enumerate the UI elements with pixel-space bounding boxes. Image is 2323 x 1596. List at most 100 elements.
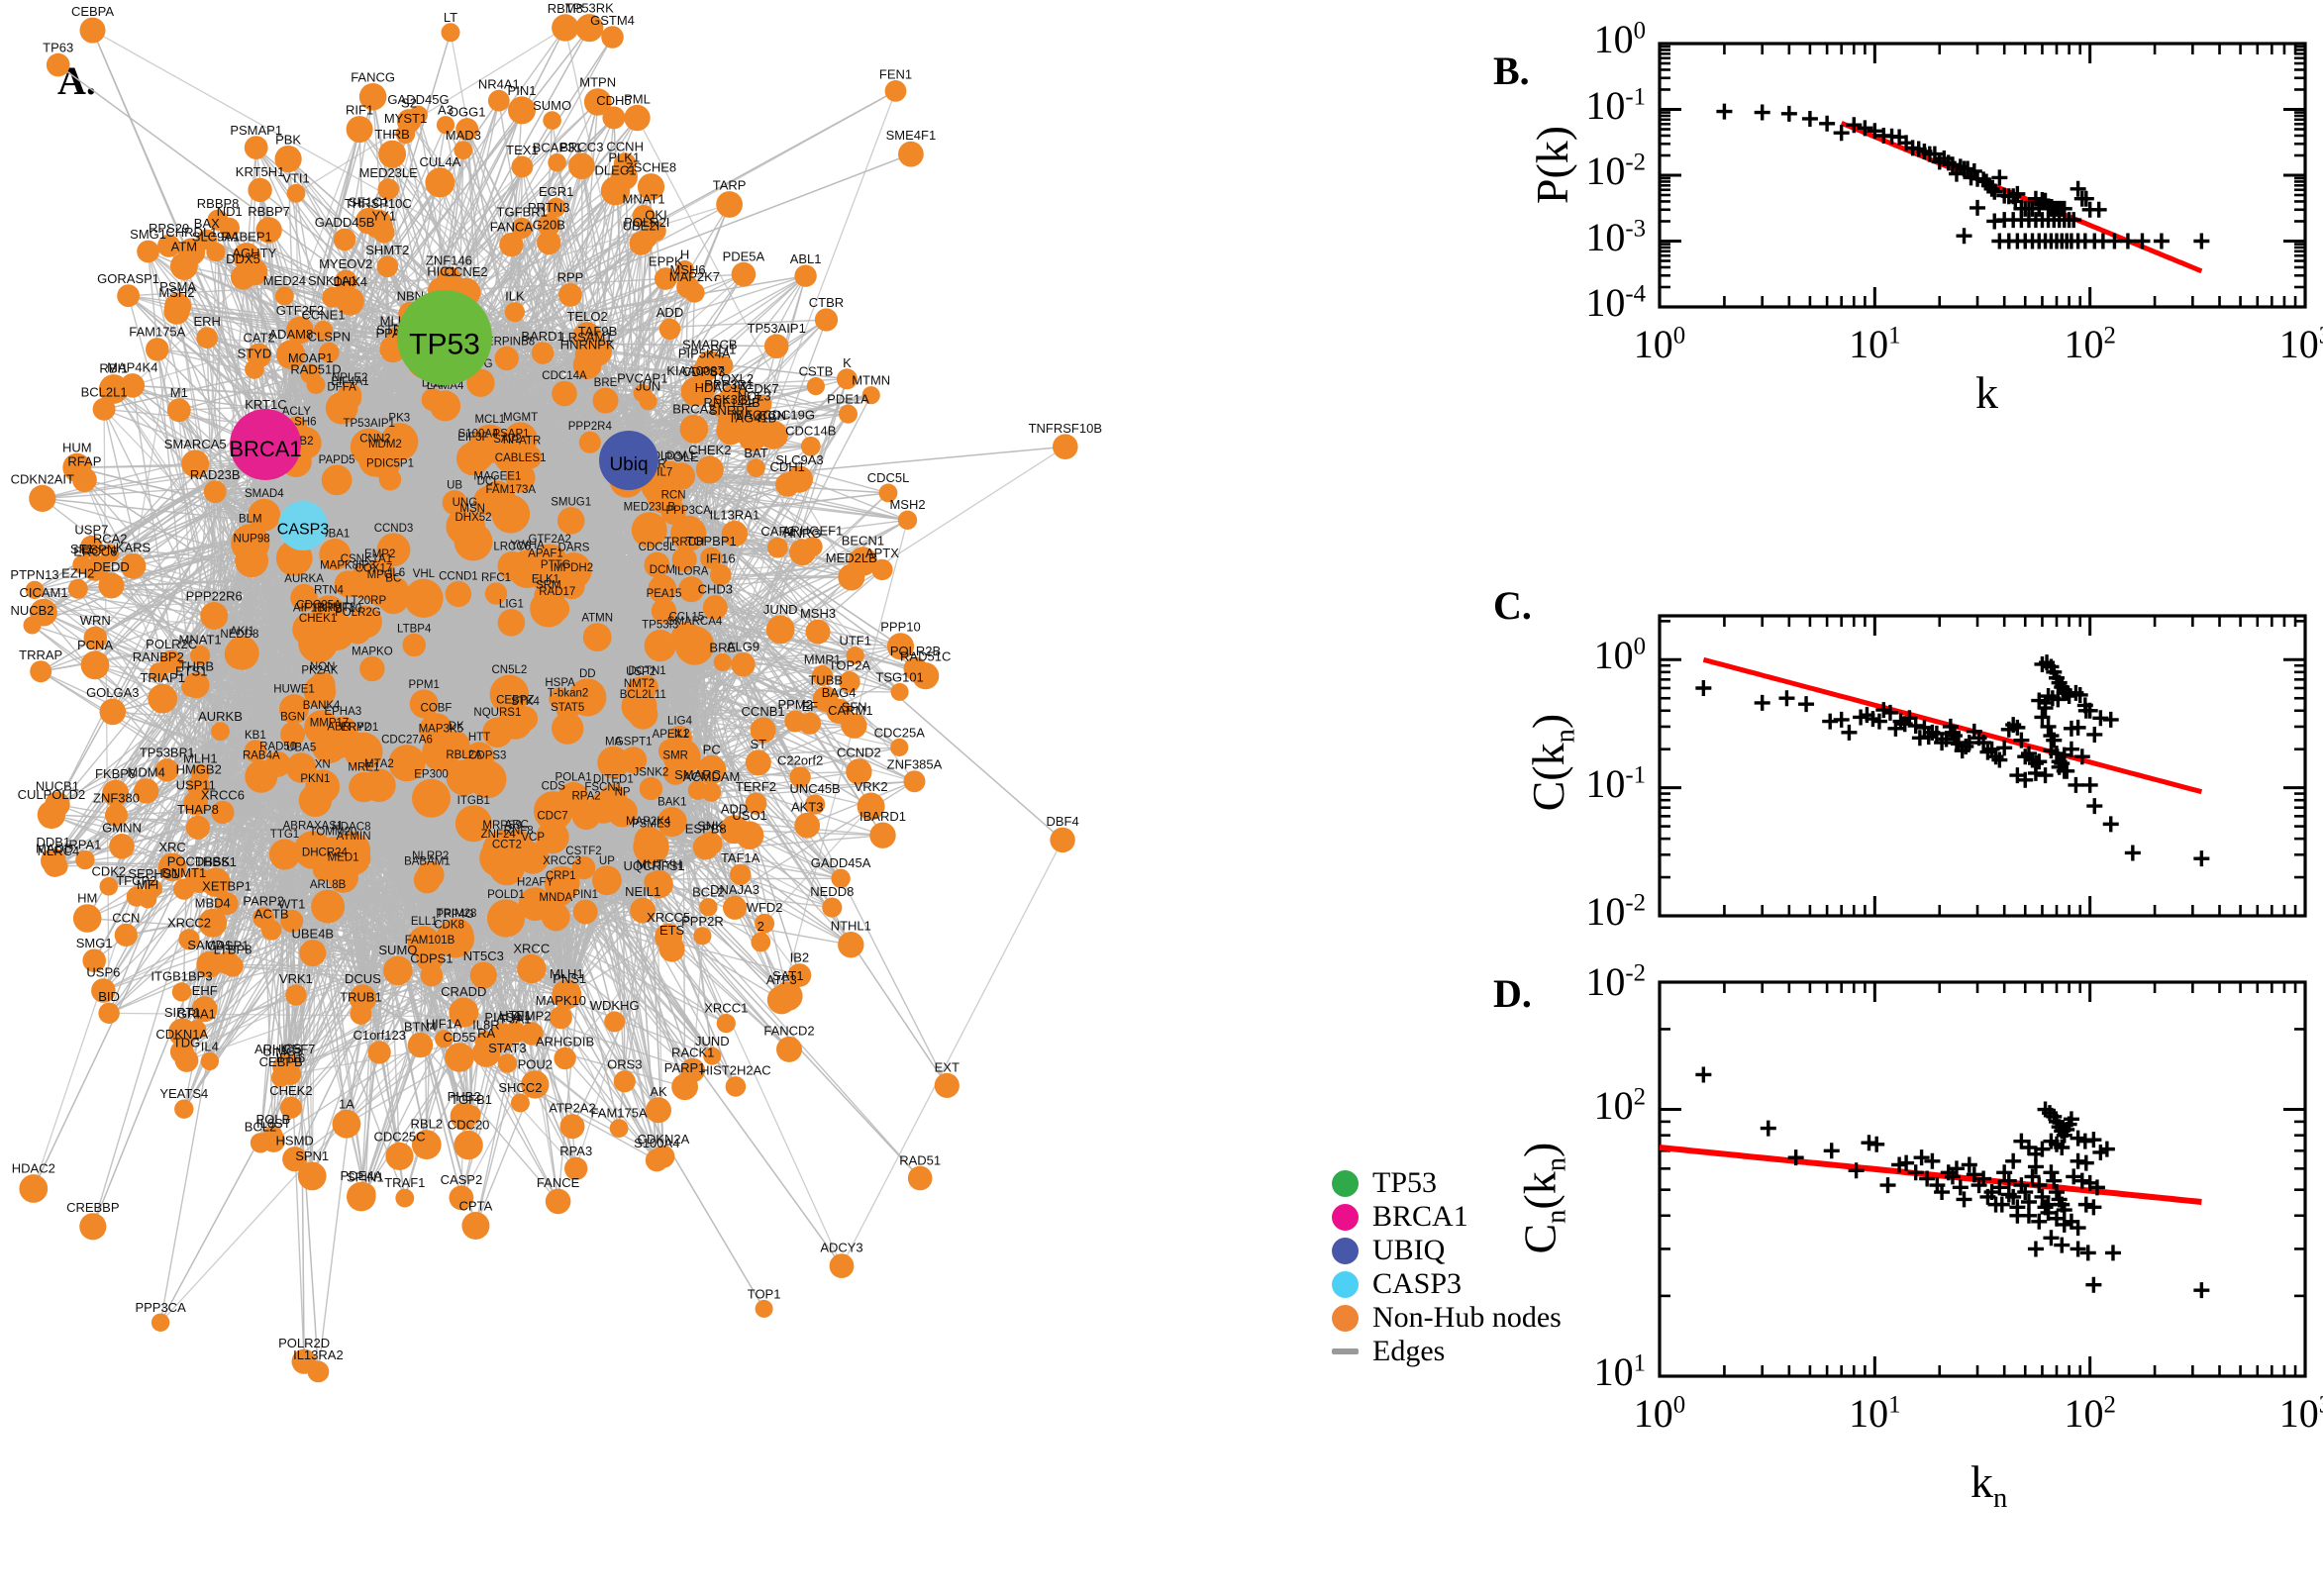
network-node[interactable] — [445, 1043, 474, 1072]
network-node[interactable] — [154, 758, 179, 782]
network-node[interactable] — [814, 308, 839, 332]
network-node[interactable] — [548, 152, 566, 172]
network-node[interactable] — [244, 740, 267, 762]
network-node[interactable] — [297, 1161, 327, 1191]
network-node[interactable] — [383, 955, 413, 986]
network-node[interactable] — [497, 551, 527, 581]
network-node[interactable] — [67, 578, 88, 599]
network-node[interactable] — [350, 605, 382, 639]
network-node[interactable] — [632, 205, 656, 229]
network-node[interactable] — [83, 626, 108, 650]
network-node[interactable] — [72, 904, 102, 933]
network-node[interactable] — [346, 116, 373, 144]
network-node[interactable] — [354, 1182, 376, 1205]
network-node[interactable] — [362, 768, 396, 802]
network-node[interactable] — [836, 368, 858, 390]
network-node[interactable] — [745, 749, 771, 776]
network-node[interactable] — [572, 899, 598, 925]
network-node[interactable] — [533, 791, 573, 831]
network-node[interactable] — [211, 800, 235, 825]
network-node[interactable] — [263, 1125, 283, 1145]
network-node[interactable] — [725, 1076, 747, 1097]
network-node[interactable] — [441, 23, 460, 43]
network-node[interactable] — [463, 742, 495, 772]
network-node[interactable] — [344, 732, 383, 771]
network-node[interactable] — [729, 863, 752, 886]
network-node[interactable] — [332, 832, 371, 870]
network-node[interactable] — [99, 877, 119, 896]
network-node[interactable] — [255, 217, 282, 244]
network-node[interactable] — [654, 267, 677, 290]
network-node[interactable] — [571, 855, 596, 880]
network-node[interactable] — [716, 191, 743, 218]
network-node[interactable] — [644, 551, 670, 578]
network-node[interactable] — [455, 442, 490, 476]
network-node[interactable] — [395, 1188, 415, 1208]
network-node[interactable] — [461, 1105, 481, 1125]
network-node[interactable] — [600, 176, 631, 206]
network-node[interactable] — [687, 780, 708, 800]
network-node[interactable] — [716, 416, 746, 446]
network-node[interactable] — [639, 776, 663, 801]
network-node[interactable] — [831, 868, 851, 888]
network-node[interactable] — [552, 979, 582, 1010]
network-node[interactable] — [274, 146, 302, 173]
network-node[interactable] — [709, 393, 733, 418]
network-node[interactable] — [191, 763, 210, 783]
network-node[interactable] — [279, 694, 309, 725]
network-node[interactable] — [1050, 827, 1075, 853]
network-node[interactable] — [645, 1148, 668, 1172]
network-node[interactable] — [1053, 434, 1078, 460]
network-node[interactable] — [552, 380, 577, 407]
network-node[interactable] — [572, 350, 602, 379]
network-node[interactable] — [755, 913, 775, 934]
network-node[interactable] — [763, 334, 789, 359]
network-node[interactable] — [720, 815, 750, 845]
network-node[interactable] — [416, 860, 445, 889]
network-node[interactable] — [890, 682, 909, 701]
network-node[interactable] — [897, 510, 918, 530]
network-node[interactable] — [656, 807, 687, 838]
network-node[interactable] — [268, 839, 301, 870]
network-node[interactable] — [670, 515, 707, 551]
network-node[interactable] — [461, 1212, 490, 1240]
network-node[interactable] — [201, 867, 231, 897]
network-node[interactable] — [120, 552, 147, 579]
network-node[interactable] — [657, 739, 683, 763]
network-node[interactable] — [306, 375, 326, 394]
network-node[interactable] — [578, 431, 601, 453]
network-node[interactable] — [454, 805, 492, 843]
network-node[interactable] — [30, 660, 52, 683]
network-node[interactable] — [159, 649, 183, 674]
network-node[interactable] — [838, 932, 864, 958]
network-node[interactable] — [604, 1011, 626, 1033]
network-node[interactable] — [407, 926, 441, 959]
network-node[interactable] — [211, 722, 230, 742]
network-node[interactable] — [91, 978, 116, 1003]
network-node[interactable] — [79, 17, 106, 44]
network-node[interactable] — [558, 283, 582, 307]
network-node[interactable] — [511, 217, 533, 239]
network-node[interactable] — [183, 671, 210, 699]
network-node[interactable] — [29, 484, 56, 512]
network-node[interactable] — [486, 899, 526, 938]
network-node[interactable] — [651, 598, 677, 624]
network-node[interactable] — [449, 997, 479, 1028]
network-node[interactable] — [98, 1002, 120, 1024]
network-node[interactable] — [291, 1348, 317, 1374]
network-node[interactable] — [884, 80, 907, 102]
network-node[interactable] — [530, 590, 567, 628]
network-node[interactable] — [487, 89, 510, 112]
network-node[interactable] — [409, 689, 439, 719]
network-node[interactable] — [559, 1114, 585, 1140]
network-node[interactable] — [402, 633, 427, 657]
hub-node-ubiq[interactable]: Ubiq — [599, 431, 658, 490]
network-node[interactable] — [146, 338, 169, 361]
network-node[interactable] — [241, 258, 268, 286]
network-node[interactable] — [196, 327, 219, 349]
network-node[interactable] — [886, 633, 915, 660]
network-node[interactable] — [280, 722, 306, 748]
network-node[interactable] — [319, 539, 352, 570]
network-node[interactable] — [319, 342, 340, 363]
network-node[interactable] — [385, 1142, 414, 1170]
